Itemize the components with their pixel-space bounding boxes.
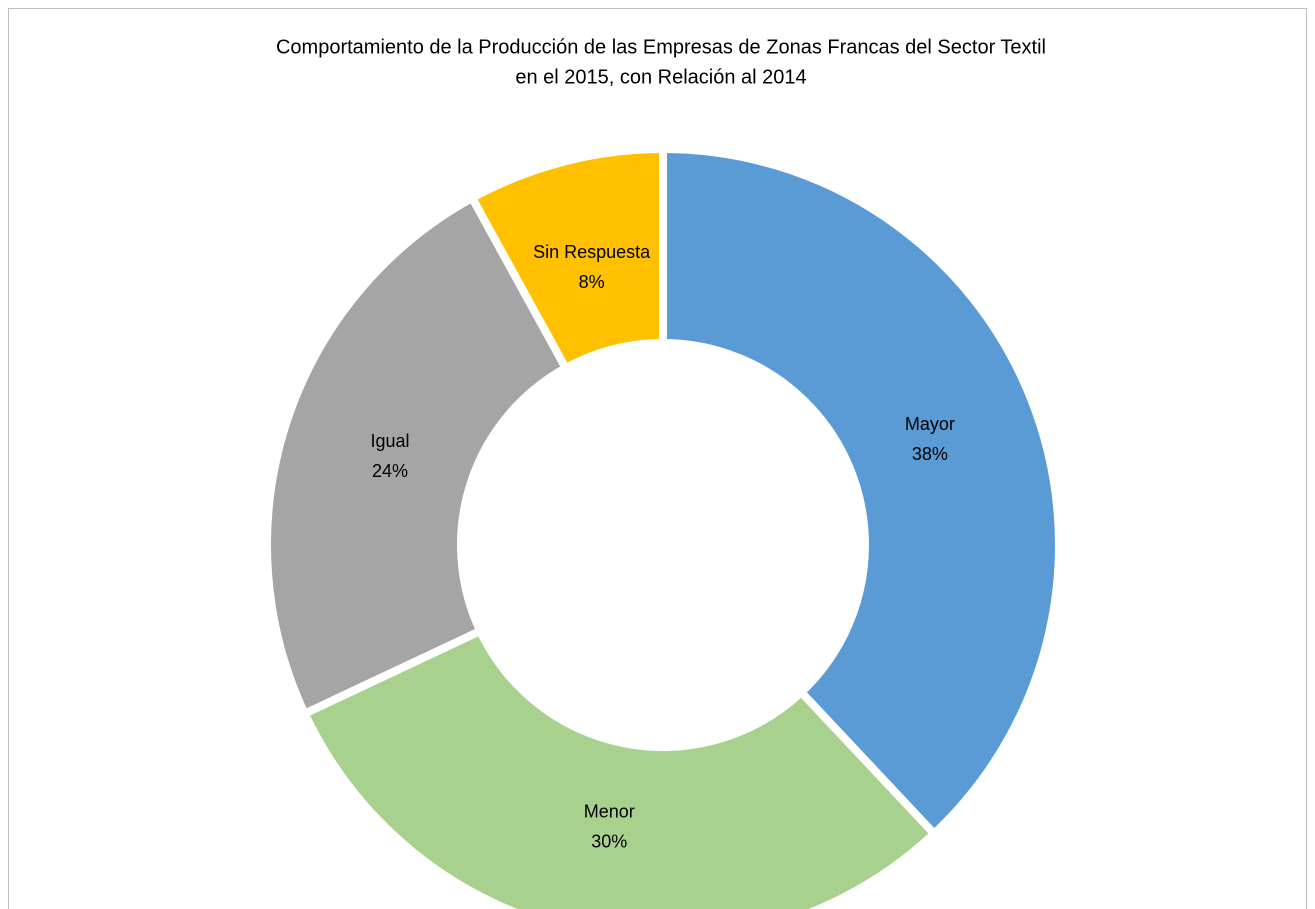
chart-title: en el 2015, con Relación al 2014 <box>515 66 806 88</box>
slice-value-label: 38% <box>912 444 948 464</box>
donut-slice <box>659 144 1063 840</box>
slice-value-label: 24% <box>372 461 408 481</box>
slice-label: Mayor <box>905 414 955 434</box>
chart-title: Comportamiento de la Producción de las E… <box>276 36 1046 58</box>
slice-label: Menor <box>584 802 635 822</box>
slice-value-label: 8% <box>579 272 605 292</box>
slice-label: Sin Respuesta <box>533 242 651 262</box>
slice-label: Igual <box>371 431 410 451</box>
donut-slice <box>299 625 940 909</box>
donut-slice <box>263 192 572 719</box>
donut-slice <box>466 144 667 374</box>
slice-value-label: 30% <box>591 832 627 852</box>
